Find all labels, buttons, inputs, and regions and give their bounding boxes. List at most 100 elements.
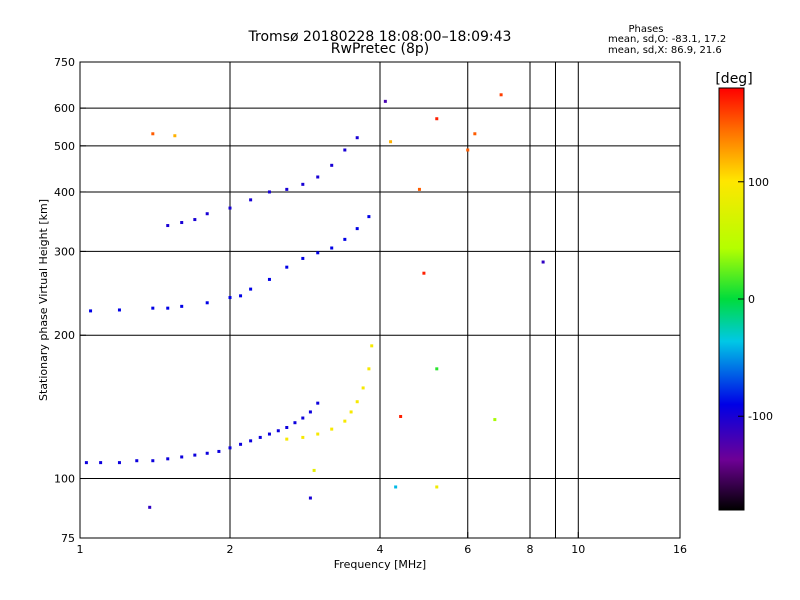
trace-point xyxy=(193,218,197,222)
scatter-point xyxy=(383,99,387,103)
trace-point xyxy=(151,306,155,310)
trace-point xyxy=(99,461,103,465)
trace-point xyxy=(276,429,280,433)
chart-title-line2: RwPretec (8p) xyxy=(331,41,429,57)
trace-point xyxy=(316,401,320,405)
x-tick-label: 10 xyxy=(571,543,585,556)
scatter-point xyxy=(435,117,439,121)
scatter-point xyxy=(493,418,497,422)
trace-point xyxy=(330,427,334,431)
scatter-point xyxy=(422,271,426,275)
scatter-point xyxy=(541,260,545,264)
trace-point xyxy=(249,439,253,443)
y-tick-label: 600 xyxy=(54,102,75,115)
scatter-point xyxy=(499,93,503,97)
colorbar-tick-label: 0 xyxy=(748,293,755,306)
trace-point xyxy=(249,198,253,202)
y-tick-label: 75 xyxy=(61,532,75,545)
grid xyxy=(80,62,680,538)
trace-point xyxy=(355,136,359,140)
trace-point xyxy=(135,459,139,463)
y-tick-label: 100 xyxy=(54,473,75,486)
scatter-point xyxy=(173,134,177,138)
y-tick-label: 400 xyxy=(54,186,75,199)
trace-point xyxy=(166,306,170,310)
scatter-point xyxy=(394,485,398,489)
trace-point xyxy=(330,246,334,250)
x-tick-label: 16 xyxy=(673,543,687,556)
trace-point xyxy=(285,425,289,429)
trace-point xyxy=(355,227,359,231)
trace-point xyxy=(301,435,305,439)
trace-point xyxy=(205,212,209,216)
trace-point xyxy=(205,451,209,455)
x-axis-ticks: 1 2 4 6 8 10 16 xyxy=(77,532,687,556)
scatter-point xyxy=(148,505,152,509)
trace-point xyxy=(343,148,347,152)
trace-point xyxy=(217,449,221,453)
trace-point xyxy=(228,206,232,210)
x-tick-label: 4 xyxy=(377,543,384,556)
scatter-point xyxy=(466,148,470,152)
trace-point xyxy=(180,221,184,225)
trace-point xyxy=(239,294,243,298)
y-tick-label: 500 xyxy=(54,140,75,153)
trace-point xyxy=(151,459,155,463)
trace-point xyxy=(361,386,365,390)
trace-point xyxy=(285,437,289,441)
trace-point xyxy=(89,309,93,313)
trace-point xyxy=(367,367,371,371)
x-tick-label: 1 xyxy=(77,543,84,556)
trace-point xyxy=(301,182,305,186)
trace-point xyxy=(258,435,262,439)
y-axis-ticks: 75 100 200 300 400 500 600 750 xyxy=(54,56,86,545)
trace-point xyxy=(193,453,197,457)
scatter-point xyxy=(417,187,421,191)
phases-stats-o: mean, sd,O: -83.1, 17.2 xyxy=(608,34,726,45)
trace-point xyxy=(228,446,232,450)
y-tick-label: 200 xyxy=(54,329,75,342)
trace-point xyxy=(308,410,312,414)
trace-point xyxy=(267,277,271,281)
trace-point xyxy=(205,301,209,305)
trace-point xyxy=(239,442,243,446)
y-tick-label: 300 xyxy=(54,245,75,258)
x-tick-label: 8 xyxy=(527,543,534,556)
trace-point xyxy=(343,419,347,423)
trace-point xyxy=(301,256,305,260)
trace-point xyxy=(180,455,184,459)
x-axis-label: Frequency [MHz] xyxy=(334,558,426,571)
trace-point xyxy=(166,224,170,228)
colorbar: 100 0 -100 xyxy=(718,87,773,511)
trace-point xyxy=(330,163,334,167)
trace-point xyxy=(249,287,253,291)
x-tick-label: 6 xyxy=(464,543,471,556)
data-points xyxy=(84,93,545,509)
trace-point xyxy=(293,421,297,425)
x-tick-label: 2 xyxy=(227,543,234,556)
scatter-point xyxy=(473,132,477,136)
scatter-point xyxy=(151,132,155,136)
phases-stats-x: mean, sd,X: 86.9, 21.6 xyxy=(608,45,722,56)
scatter-point xyxy=(312,468,316,472)
trace-point xyxy=(349,410,353,414)
trace-point xyxy=(117,308,121,312)
y-axis-label: Stationary phase Virtual Height [km] xyxy=(37,199,50,401)
trace-point xyxy=(355,400,359,404)
trace-point xyxy=(180,304,184,308)
trace-point xyxy=(316,432,320,436)
trace-point xyxy=(316,175,320,179)
trace-point xyxy=(285,187,289,191)
y-tick-label: 750 xyxy=(54,56,75,69)
phases-stats-title: Phases xyxy=(628,24,663,35)
trace-point xyxy=(367,215,371,219)
trace-point xyxy=(343,237,347,241)
trace-point xyxy=(228,296,232,300)
colorbar-tick-label: -100 xyxy=(748,410,773,423)
scatter-point xyxy=(435,485,439,489)
chart-title-line1: Tromsø 20180228 18:08:00–18:09:43 xyxy=(248,29,512,45)
scatter-point xyxy=(399,414,403,418)
colorbar-label: [deg] xyxy=(715,71,752,87)
trace-point xyxy=(267,432,271,436)
